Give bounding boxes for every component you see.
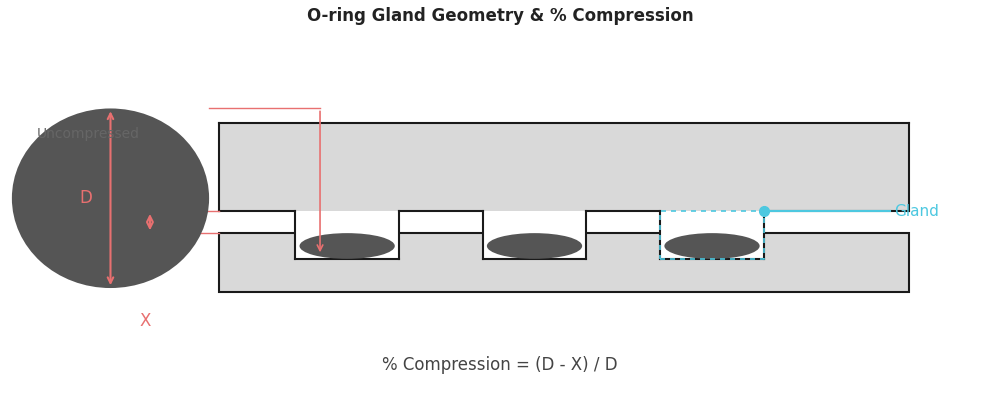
Text: Uncompressed: Uncompressed: [37, 127, 140, 141]
Ellipse shape: [664, 233, 760, 259]
Ellipse shape: [487, 233, 582, 259]
Bar: [219, 233, 909, 292]
Bar: [660, 211, 764, 259]
Text: Gland: Gland: [894, 204, 939, 218]
Ellipse shape: [300, 233, 395, 259]
Title: O-ring Gland Geometry & % Compression: O-ring Gland Geometry & % Compression: [307, 7, 693, 25]
Bar: [295, 211, 399, 259]
Bar: [660, 211, 764, 259]
Bar: [483, 211, 586, 259]
Bar: [219, 123, 909, 211]
Text: % Compression = (D - X) / D: % Compression = (D - X) / D: [382, 356, 618, 374]
Ellipse shape: [12, 108, 209, 288]
Text: D: D: [79, 189, 92, 207]
Text: X: X: [139, 312, 151, 330]
